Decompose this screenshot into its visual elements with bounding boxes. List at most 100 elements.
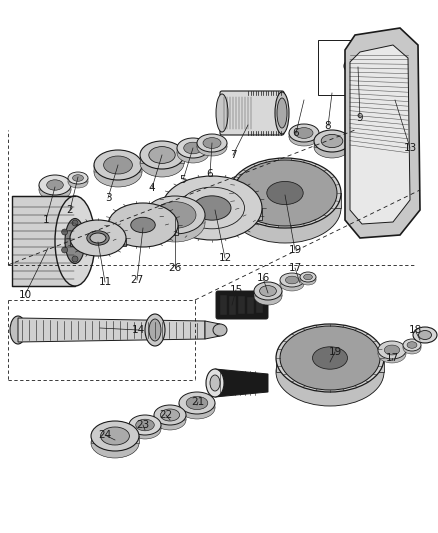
Ellipse shape [140, 141, 184, 169]
Ellipse shape [184, 142, 202, 154]
Ellipse shape [154, 405, 186, 425]
Polygon shape [215, 369, 268, 397]
Ellipse shape [104, 156, 132, 174]
Ellipse shape [94, 150, 142, 180]
Polygon shape [403, 345, 421, 348]
Polygon shape [350, 45, 410, 224]
Ellipse shape [140, 149, 184, 177]
Text: 12: 12 [219, 253, 232, 263]
Polygon shape [91, 436, 139, 443]
Ellipse shape [145, 314, 165, 346]
Polygon shape [145, 215, 205, 223]
Ellipse shape [177, 138, 209, 158]
Ellipse shape [179, 392, 215, 414]
Polygon shape [68, 178, 88, 182]
Polygon shape [205, 321, 220, 339]
Ellipse shape [186, 397, 208, 409]
Polygon shape [314, 141, 350, 147]
Text: 10: 10 [18, 290, 32, 300]
Text: 3: 3 [105, 193, 111, 203]
Ellipse shape [154, 201, 196, 228]
Polygon shape [197, 143, 227, 147]
Text: 11: 11 [99, 277, 112, 287]
Bar [229, 295, 236, 314]
Text: 17: 17 [288, 263, 302, 273]
Ellipse shape [68, 172, 88, 184]
Polygon shape [280, 280, 304, 284]
Text: 9: 9 [357, 113, 363, 123]
Ellipse shape [55, 196, 95, 286]
Text: 1: 1 [42, 215, 49, 225]
Ellipse shape [145, 196, 205, 234]
Ellipse shape [65, 219, 85, 263]
Polygon shape [39, 185, 71, 190]
Ellipse shape [229, 173, 341, 243]
Ellipse shape [193, 196, 231, 220]
Ellipse shape [260, 286, 276, 296]
Circle shape [72, 256, 78, 262]
Text: 24: 24 [99, 430, 112, 440]
Text: 6: 6 [207, 169, 213, 179]
Polygon shape [179, 403, 215, 408]
Ellipse shape [154, 410, 186, 430]
Ellipse shape [203, 138, 221, 148]
Ellipse shape [276, 324, 384, 392]
Ellipse shape [280, 277, 304, 291]
Ellipse shape [418, 330, 431, 340]
Ellipse shape [197, 134, 227, 152]
Ellipse shape [403, 339, 421, 351]
Ellipse shape [129, 415, 161, 435]
Polygon shape [378, 350, 406, 354]
Ellipse shape [280, 326, 380, 390]
Ellipse shape [179, 397, 215, 419]
Ellipse shape [321, 134, 343, 148]
Ellipse shape [267, 181, 303, 205]
Ellipse shape [149, 147, 175, 164]
Ellipse shape [68, 176, 88, 188]
Ellipse shape [101, 427, 129, 445]
Ellipse shape [39, 175, 71, 195]
Ellipse shape [136, 419, 154, 431]
Ellipse shape [314, 130, 350, 152]
Ellipse shape [233, 160, 337, 226]
Text: 17: 17 [385, 353, 399, 363]
FancyBboxPatch shape [220, 91, 284, 135]
Circle shape [82, 247, 88, 253]
Text: 22: 22 [159, 410, 173, 420]
Ellipse shape [73, 175, 84, 181]
Ellipse shape [145, 204, 205, 242]
Polygon shape [177, 148, 209, 153]
Ellipse shape [10, 316, 26, 344]
Ellipse shape [94, 157, 142, 187]
Text: 19: 19 [288, 245, 302, 255]
Polygon shape [12, 196, 75, 286]
Ellipse shape [216, 94, 228, 132]
Text: 26: 26 [168, 263, 182, 273]
Ellipse shape [129, 419, 161, 439]
Ellipse shape [229, 158, 341, 228]
Bar [318, 40, 386, 95]
Ellipse shape [131, 217, 155, 233]
Polygon shape [154, 415, 186, 420]
Ellipse shape [350, 61, 366, 71]
Ellipse shape [177, 143, 209, 163]
Ellipse shape [280, 273, 304, 287]
Ellipse shape [314, 136, 350, 158]
Text: 13: 13 [403, 143, 417, 153]
Ellipse shape [90, 233, 106, 243]
Ellipse shape [300, 272, 316, 282]
Bar [256, 297, 263, 313]
Ellipse shape [295, 127, 313, 139]
Polygon shape [94, 165, 142, 172]
Polygon shape [300, 277, 316, 280]
Polygon shape [276, 358, 384, 372]
Ellipse shape [384, 345, 400, 355]
Circle shape [82, 229, 88, 235]
Polygon shape [289, 133, 319, 137]
Ellipse shape [413, 327, 437, 343]
Ellipse shape [70, 220, 126, 256]
Ellipse shape [39, 180, 71, 200]
Ellipse shape [162, 176, 262, 240]
Text: 19: 19 [328, 347, 342, 357]
Text: 8: 8 [325, 121, 331, 131]
